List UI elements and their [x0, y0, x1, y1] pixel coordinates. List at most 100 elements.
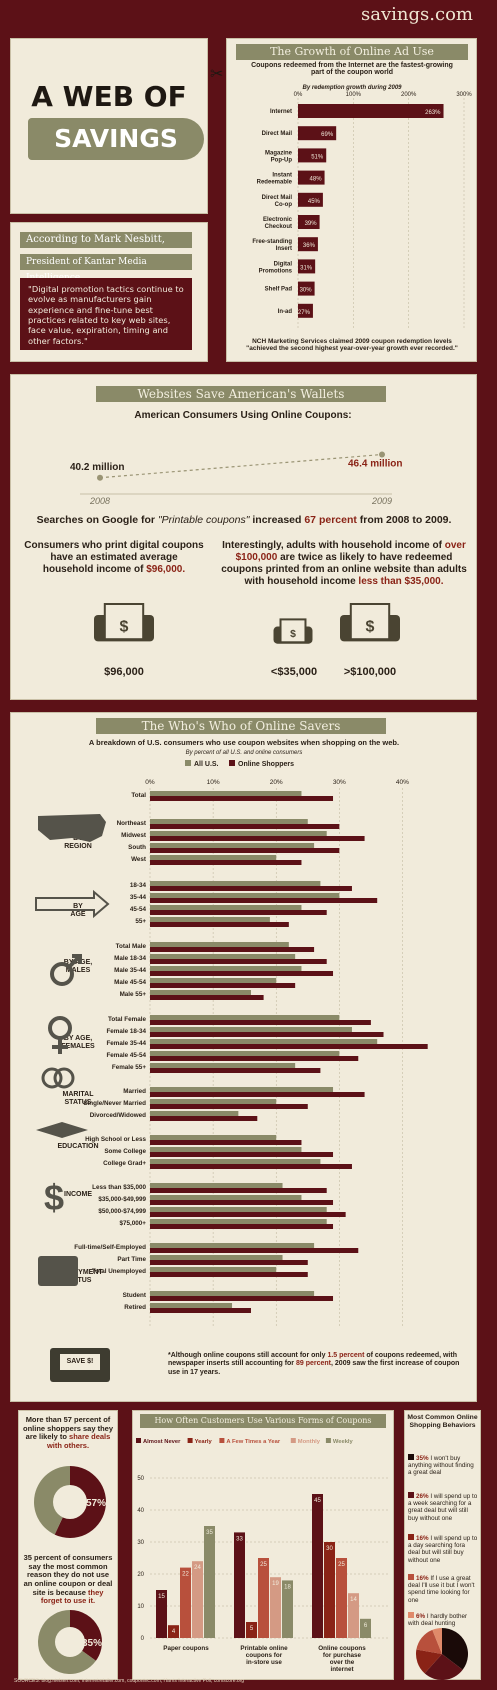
who-bar-all-us	[150, 917, 270, 922]
who-bar-all-us	[150, 954, 296, 959]
who-group-label: MARITAL STATUS	[63, 1091, 95, 1106]
forms-bar-label: 19	[272, 1581, 279, 1587]
forms-bar-label: 45	[314, 1498, 321, 1504]
printer-paper	[349, 603, 391, 641]
who-category-label: Single/Never Married	[83, 1100, 146, 1107]
who-group-label: BY AGE, FEMALES	[61, 1035, 95, 1050]
growth-bar	[298, 281, 315, 296]
line-xtick-2009: 2009	[371, 496, 392, 506]
who-bar-online	[150, 1140, 302, 1145]
share-text-2: 35 percent of consumers say the most com…	[22, 1553, 114, 1606]
who-bar-all-us	[150, 1135, 277, 1140]
who-bar-online	[150, 983, 296, 988]
who-xtick: 40%	[396, 779, 409, 786]
who-footnote-b: 1.5 percent	[327, 1352, 365, 1359]
who-bar-online	[150, 1104, 308, 1109]
printer-icons: $ $ $	[94, 603, 400, 644]
line-value-2009: 46.4 million	[348, 459, 402, 470]
forms-legend-label: Yearly	[195, 1439, 213, 1445]
forms-legend-label: Almost Never	[143, 1439, 181, 1445]
consumers-text-b: $96,000.	[146, 564, 186, 575]
share-text-2b: they forget to use it.	[40, 1587, 104, 1606]
growth-category-label: Electronic Checkout	[263, 217, 293, 230]
who-category-label: Some College	[104, 1148, 146, 1155]
google-text-b: "Printable coupons"	[157, 514, 250, 526]
dollar-icon: $	[290, 629, 296, 640]
brand-logo: savings.com	[361, 4, 473, 25]
who-bar-all-us	[150, 1063, 296, 1068]
who-bar-online	[150, 1248, 359, 1253]
behaviors-pie	[416, 1628, 468, 1680]
title-line1: A WEB OF	[31, 80, 187, 113]
who-category-label: Less than $35,000	[92, 1184, 146, 1191]
who-group-label: EDUCATION	[57, 1143, 98, 1150]
who-bar-all-us	[150, 1027, 352, 1032]
growth-value-label: 39%	[305, 221, 318, 227]
who-chart: All U.S. Online Shoppers 0% 10% 20% 30% 40% Tot…	[53, 760, 428, 1328]
who-bar-all-us	[150, 1291, 315, 1296]
who-bar-online	[150, 1068, 321, 1073]
who-group-label: INCOME	[64, 1191, 92, 1198]
who-bar-online	[150, 1044, 428, 1049]
who-bar-online	[150, 898, 378, 903]
growth-bar	[298, 104, 444, 118]
who-bar-all-us	[150, 1207, 327, 1212]
forms-category-label: Online coupons for purchase over the intern…	[318, 1645, 366, 1673]
who-bar-all-us	[150, 905, 302, 910]
forms-legend-swatch	[325, 1438, 331, 1443]
who-category-label: Female 35-44	[106, 1040, 146, 1047]
dollar-icon: $	[120, 618, 129, 635]
who-bar-all-us	[150, 791, 302, 796]
forms-bar-label: 33	[236, 1536, 243, 1542]
who-bar-all-us	[150, 1219, 327, 1224]
who-bar-all-us	[150, 1099, 277, 1104]
briefcase-icon	[38, 1256, 78, 1286]
who-category-label: $75,000+	[120, 1220, 147, 1227]
who-bar-all-us	[150, 942, 289, 947]
line-chart-title: American Consumers Using Online Coupons:	[134, 410, 351, 421]
adults-text-b: over $100,000	[235, 540, 466, 563]
forms-legend-swatch	[187, 1438, 193, 1443]
growth-xtick: 0%	[294, 92, 303, 98]
who-bar-all-us	[150, 1051, 340, 1056]
behavior-swatch	[408, 1612, 414, 1618]
line-value-2008: 40.2 million	[70, 462, 124, 473]
pie1-hole	[53, 1485, 87, 1519]
forms-bar	[168, 1625, 179, 1638]
male-icon	[50, 962, 74, 986]
google-text-e: from 2008 to 2009.	[356, 514, 452, 526]
who-bar-online	[150, 848, 340, 853]
growth-subtitle: Coupons redeemed from the Internet are t…	[251, 62, 453, 76]
who-category-label: Female 45-54	[106, 1052, 146, 1059]
who-category-label: Male 35-44	[114, 967, 146, 974]
behavior-percent: 16%	[416, 1535, 429, 1542]
behavior-swatch	[408, 1454, 414, 1460]
who-category-label: Student	[123, 1292, 147, 1299]
growth-panel	[226, 38, 477, 362]
who-category-label: Total Female	[108, 1016, 147, 1023]
forms-chart: Almost Never Yearly A Few Times a Year Mont…	[136, 1438, 388, 1673]
forms-bar	[282, 1580, 293, 1638]
behavior-swatch	[408, 1492, 414, 1498]
who-bar-online	[150, 1056, 359, 1061]
who-xtick: 10%	[207, 779, 220, 786]
forms-bar-label: 14	[350, 1597, 357, 1603]
behaviors-title: Most Common Online Shopping Behaviors	[407, 1414, 478, 1429]
forms-bar	[336, 1558, 347, 1638]
quote-text: "Digital promotion tactics continue to e…	[20, 278, 192, 350]
who-bar-online	[150, 824, 340, 829]
growth-value-label: 27%	[298, 310, 311, 316]
who-bar-all-us	[150, 1195, 302, 1200]
behavior-text: If I use a great deal I'll use it but I …	[408, 1575, 475, 1604]
forms-bar	[192, 1561, 203, 1638]
who-bar-all-us	[150, 1267, 277, 1272]
forms-bar-label: 4	[172, 1629, 176, 1635]
printer-icon: $	[94, 603, 154, 642]
who-category-label: Female 55+	[112, 1064, 146, 1071]
who-bar-all-us	[150, 1183, 283, 1188]
save-badge: SAVE $!	[60, 1354, 100, 1370]
growth-xtick: 100%	[346, 92, 362, 98]
growth-category-label: Direct Mail Co-op	[262, 195, 293, 208]
share-text-1b: share deals with others.	[46, 1432, 111, 1450]
line-point-2008	[97, 474, 103, 481]
